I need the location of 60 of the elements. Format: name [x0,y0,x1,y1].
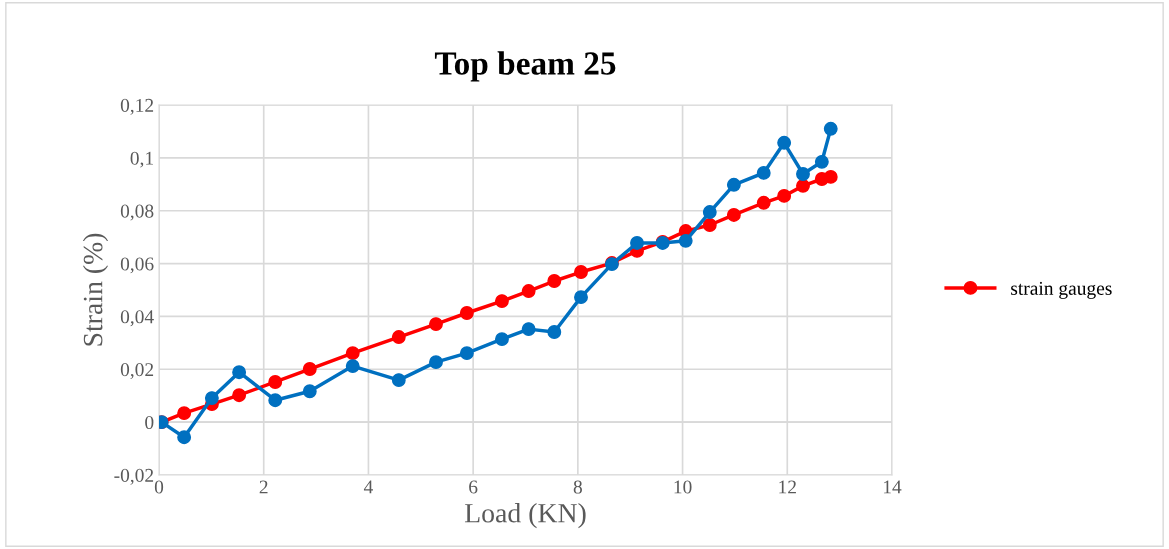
y-tick-label: 0,02 [120,363,154,380]
point [796,167,810,181]
x-tick-label: 10 [674,480,692,494]
point [630,236,644,250]
point [823,121,838,136]
x-tick-label: 0 [154,480,164,494]
y-axis-title: Strain (%) [82,233,109,346]
point [302,384,317,399]
point [756,165,771,180]
point [777,135,792,150]
y-tick-label: 0,06 [120,257,154,274]
point [726,177,741,192]
x-tick-label: 6 [469,480,478,494]
point [547,325,562,339]
legend-label: strain gauges [1011,281,1112,299]
point [494,332,509,347]
chart-title: Top beam 25 [434,51,616,82]
point [177,430,192,445]
point [777,188,792,203]
x-axis-title: Load (KN) [464,503,586,529]
point [177,406,192,421]
point [459,306,474,320]
point [574,265,588,279]
point [702,205,717,219]
y-tick-label: 0,04 [120,310,154,327]
point [547,274,562,288]
point [268,375,283,389]
x-tick-label: 14 [883,480,902,494]
point [678,233,693,248]
point [429,317,443,332]
point [756,195,771,210]
point [268,393,283,408]
point [391,373,406,388]
y-tick-label: -0,02 [114,468,154,485]
point [459,346,474,361]
x-tick-label: 4 [363,480,373,494]
point [302,362,317,376]
point [574,290,588,305]
y-tick-label: 0,12 [120,98,154,115]
point [345,359,360,374]
point [345,346,360,361]
point [232,365,247,380]
point [823,169,838,184]
point [204,391,219,406]
y-tick-label: 0,1 [130,151,153,168]
x-tick-label: 12 [779,480,796,494]
x-tick-label: 8 [573,480,582,494]
point [429,355,443,370]
point [702,218,717,232]
point [232,388,247,403]
y-tick-label: 0,08 [120,204,154,221]
point [814,154,829,169]
point [726,207,741,222]
point [391,330,406,344]
point [796,178,810,193]
point [494,294,509,309]
point [521,284,536,299]
x-tick-label: 2 [259,480,268,494]
y-tick-label: 0 [145,415,154,430]
point [521,322,536,337]
